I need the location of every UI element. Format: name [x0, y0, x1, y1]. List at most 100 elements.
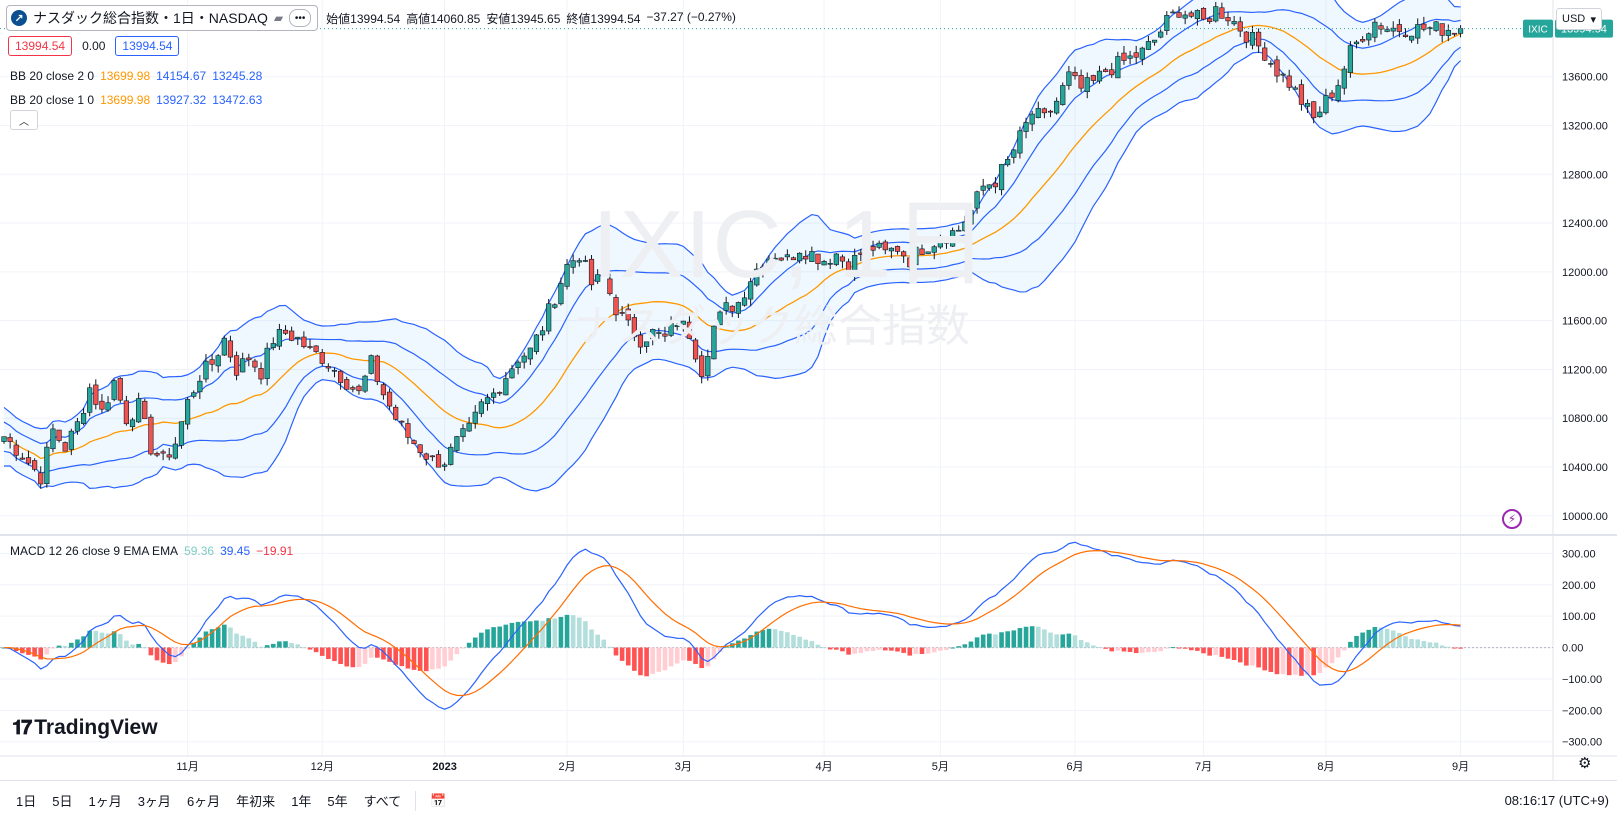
macd-hist-bar	[1188, 647, 1194, 651]
range-all[interactable]: すべて	[363, 794, 402, 809]
candle-body	[258, 368, 264, 380]
candle-body	[62, 442, 68, 452]
candle-body	[827, 263, 833, 265]
macd-hist-bar	[173, 647, 178, 663]
range-5y[interactable]: 5年	[327, 794, 348, 809]
collapse-legend-button[interactable]: ︿	[10, 110, 38, 130]
candle-body	[1329, 92, 1335, 98]
macd-hist-bar	[234, 633, 239, 648]
macd-hist-bar	[1182, 647, 1188, 649]
candle-body	[448, 446, 454, 465]
macd-hist-bar	[528, 621, 533, 648]
candle-body	[1005, 159, 1011, 166]
candle-body	[270, 343, 276, 348]
candle-body	[1384, 29, 1390, 32]
candle-body	[625, 308, 631, 321]
candle-body	[197, 380, 203, 393]
macd-hist-bar	[1225, 647, 1231, 659]
macd-hist-bar	[1323, 647, 1329, 668]
candle-body	[582, 260, 588, 262]
candle-body	[160, 451, 166, 454]
candle-body	[1047, 110, 1054, 113]
macd-hist-bar	[1158, 647, 1163, 652]
symbol-title: ナスダック総合指数・1日・NASDAQ	[33, 10, 268, 26]
macd-hist-bar	[142, 647, 148, 649]
candle-body	[784, 254, 790, 258]
sell-price-button[interactable]: 13994.54	[8, 36, 73, 56]
symbol-search-button[interactable]: ↗ ナスダック総合指数・1日・NASDAQ ▰ •••	[6, 5, 319, 31]
macd-hist-bar	[889, 647, 894, 651]
macd-hist-bar	[1219, 647, 1225, 657]
macd-hist-bar	[827, 647, 833, 650]
macd-hist-bar	[1195, 647, 1200, 651]
candle-body	[1072, 71, 1078, 77]
macd-hist-bar	[1176, 647, 1182, 649]
macd-hist-bar	[430, 647, 435, 670]
price-tick-label: 11600.00	[1562, 316, 1607, 328]
bb2-upper-line	[3, 0, 1461, 430]
range-5d[interactable]: 5日	[52, 794, 73, 809]
macd-hist-bar	[656, 647, 662, 672]
macd-hist-bar	[350, 647, 356, 668]
tradingview-logo[interactable]: 𝟏𝟕 TradingView	[12, 716, 158, 740]
candle-body	[1286, 75, 1292, 88]
candle-body	[1041, 108, 1047, 114]
candle-body	[521, 355, 527, 363]
macd-hist-bar	[882, 647, 888, 651]
bb2-legend[interactable]: BB 20 close 2 0 13699.98 14154.67 13245.…	[10, 69, 262, 83]
candle-body	[331, 369, 338, 372]
macd-hist-bar	[381, 647, 386, 660]
candle-body	[123, 400, 129, 425]
macd-hist-bar	[711, 647, 717, 660]
macd-hist-bar	[1329, 647, 1335, 664]
candle-body	[13, 444, 19, 456]
candle-body	[980, 185, 986, 191]
candle-body	[1194, 10, 1200, 20]
candle-body	[56, 429, 62, 441]
macd-hist-bar	[1103, 647, 1108, 649]
macd-hist-bar	[742, 638, 747, 648]
macd-hist-bar	[283, 641, 288, 648]
macd-hist-bar	[1341, 647, 1347, 651]
range-divider	[415, 790, 417, 811]
candle-body	[937, 241, 943, 248]
candle-body	[1421, 23, 1427, 30]
range-1y[interactable]: 1年	[291, 794, 312, 809]
macd-hist-bar	[809, 641, 815, 648]
buy-price-button[interactable]: 13994.54	[115, 36, 180, 56]
bb1-legend[interactable]: BB 20 close 1 0 13699.98 13927.32 13472.…	[10, 93, 262, 107]
macd-hist-bar	[301, 647, 307, 649]
more-options-button[interactable]: •••	[289, 9, 312, 27]
macd-hist-bar	[760, 630, 766, 648]
compare-icon[interactable]: ▰	[273, 11, 284, 25]
macd-hist-bar	[999, 632, 1004, 648]
macd-hist-bar	[160, 647, 166, 663]
range-6m[interactable]: 6ヶ月	[186, 794, 221, 809]
range-1d[interactable]: 1日	[16, 794, 37, 809]
candle-body	[44, 446, 50, 485]
macd-hist-bar	[1078, 639, 1084, 648]
macd-hist-bar	[111, 631, 117, 648]
macd-legend[interactable]: MACD 12 26 close 9 EMA EMA 59.36 39.45 −…	[10, 544, 293, 558]
candle-body	[913, 246, 919, 266]
range-ytd[interactable]: 年初来	[236, 794, 276, 809]
candle-body	[325, 366, 331, 369]
clock[interactable]: 08:16:17 (UTC+9)	[1504, 793, 1609, 808]
currency-select[interactable]: USD ▾	[1556, 8, 1602, 30]
calendar-range-icon[interactable]: 📅	[430, 792, 447, 808]
alert-bolt-icon[interactable]: ⚡	[1502, 509, 1522, 529]
time-tick-label: 6月	[1066, 761, 1083, 773]
macd-hist-bar	[491, 627, 496, 648]
macd-hist-bar	[69, 642, 74, 648]
candle-body	[1243, 31, 1249, 43]
candle-body	[503, 378, 509, 396]
macd-tick-label: 200.00	[1562, 580, 1596, 592]
range-1m[interactable]: 1ヶ月	[88, 794, 122, 809]
candle-body	[1164, 15, 1170, 31]
candle-body	[1151, 39, 1158, 43]
range-3m[interactable]: 3ヶ月	[137, 794, 171, 809]
macd-hist-bar	[497, 626, 503, 648]
open-value: 13994.54	[350, 11, 401, 26]
gear-icon[interactable]: ⚙	[1578, 755, 1592, 772]
